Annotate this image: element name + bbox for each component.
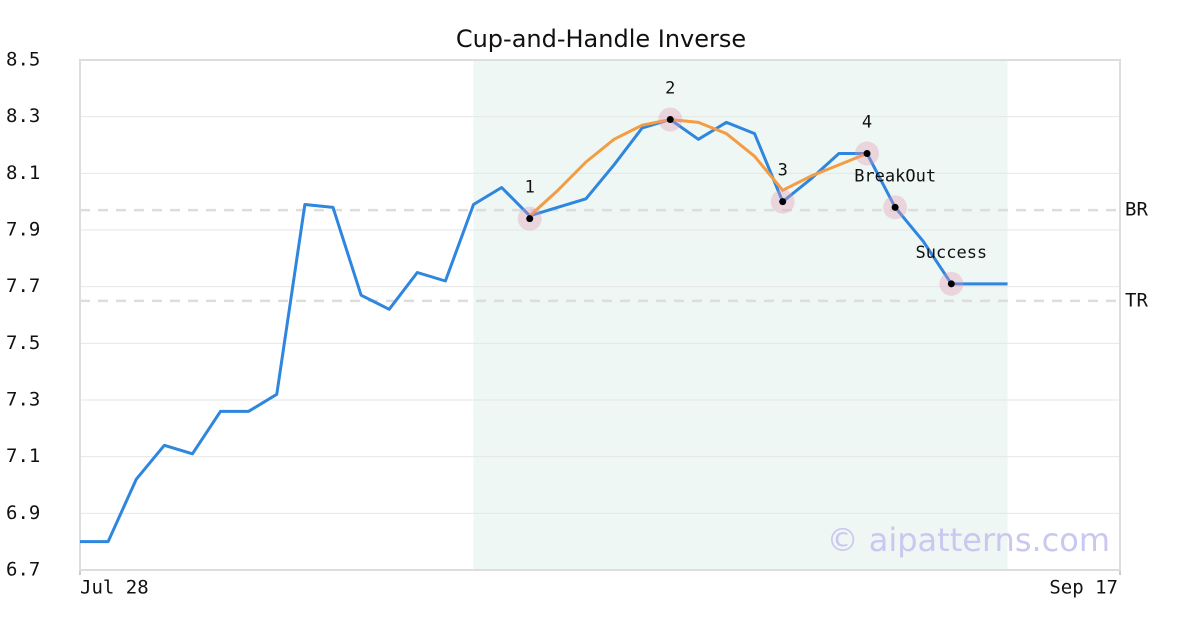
plot-border [79,59,1121,571]
x-tick-label: Jul 28 [80,577,149,599]
shaded-region [473,60,1008,570]
y-tick-label: 7.1 [6,445,40,467]
annotation-dot [863,150,871,157]
y-tick-label: 8.3 [6,105,40,127]
y-tick-label: 7.9 [6,219,40,241]
series-line [80,118,1008,544]
chart-title: Cup-and-Handle Inverse [456,25,746,53]
annotation-label: Success [916,243,988,263]
y-tick-label: 8.5 [6,49,40,71]
annotation-dot [666,116,674,123]
annotation-label: 4 [862,113,872,133]
annotation-label: 2 [665,79,675,99]
y-tick-label: 6.9 [6,502,40,524]
annotation-label: BreakOut [854,166,936,186]
y-tick-label: 7.5 [6,332,40,354]
y-tick-label: 7.3 [6,389,40,411]
series-line [528,118,868,217]
y-tick-label: 6.7 [6,559,40,581]
annotation-label: 3 [778,161,788,181]
h-line-label: TR [1125,289,1148,311]
y-tick-label: 7.7 [6,275,40,297]
h-line-label: BR [1125,199,1148,221]
watermark: © aipatterns.com [827,521,1110,559]
annotation-dot [526,215,534,223]
y-tick-label: 8.1 [6,162,40,184]
annotation-dot [891,203,899,211]
annotation-dot [947,280,955,288]
x-tick-label: Sep 17 [1049,577,1118,599]
annotation-dot [779,198,787,206]
annotation-label: 1 [525,178,535,198]
